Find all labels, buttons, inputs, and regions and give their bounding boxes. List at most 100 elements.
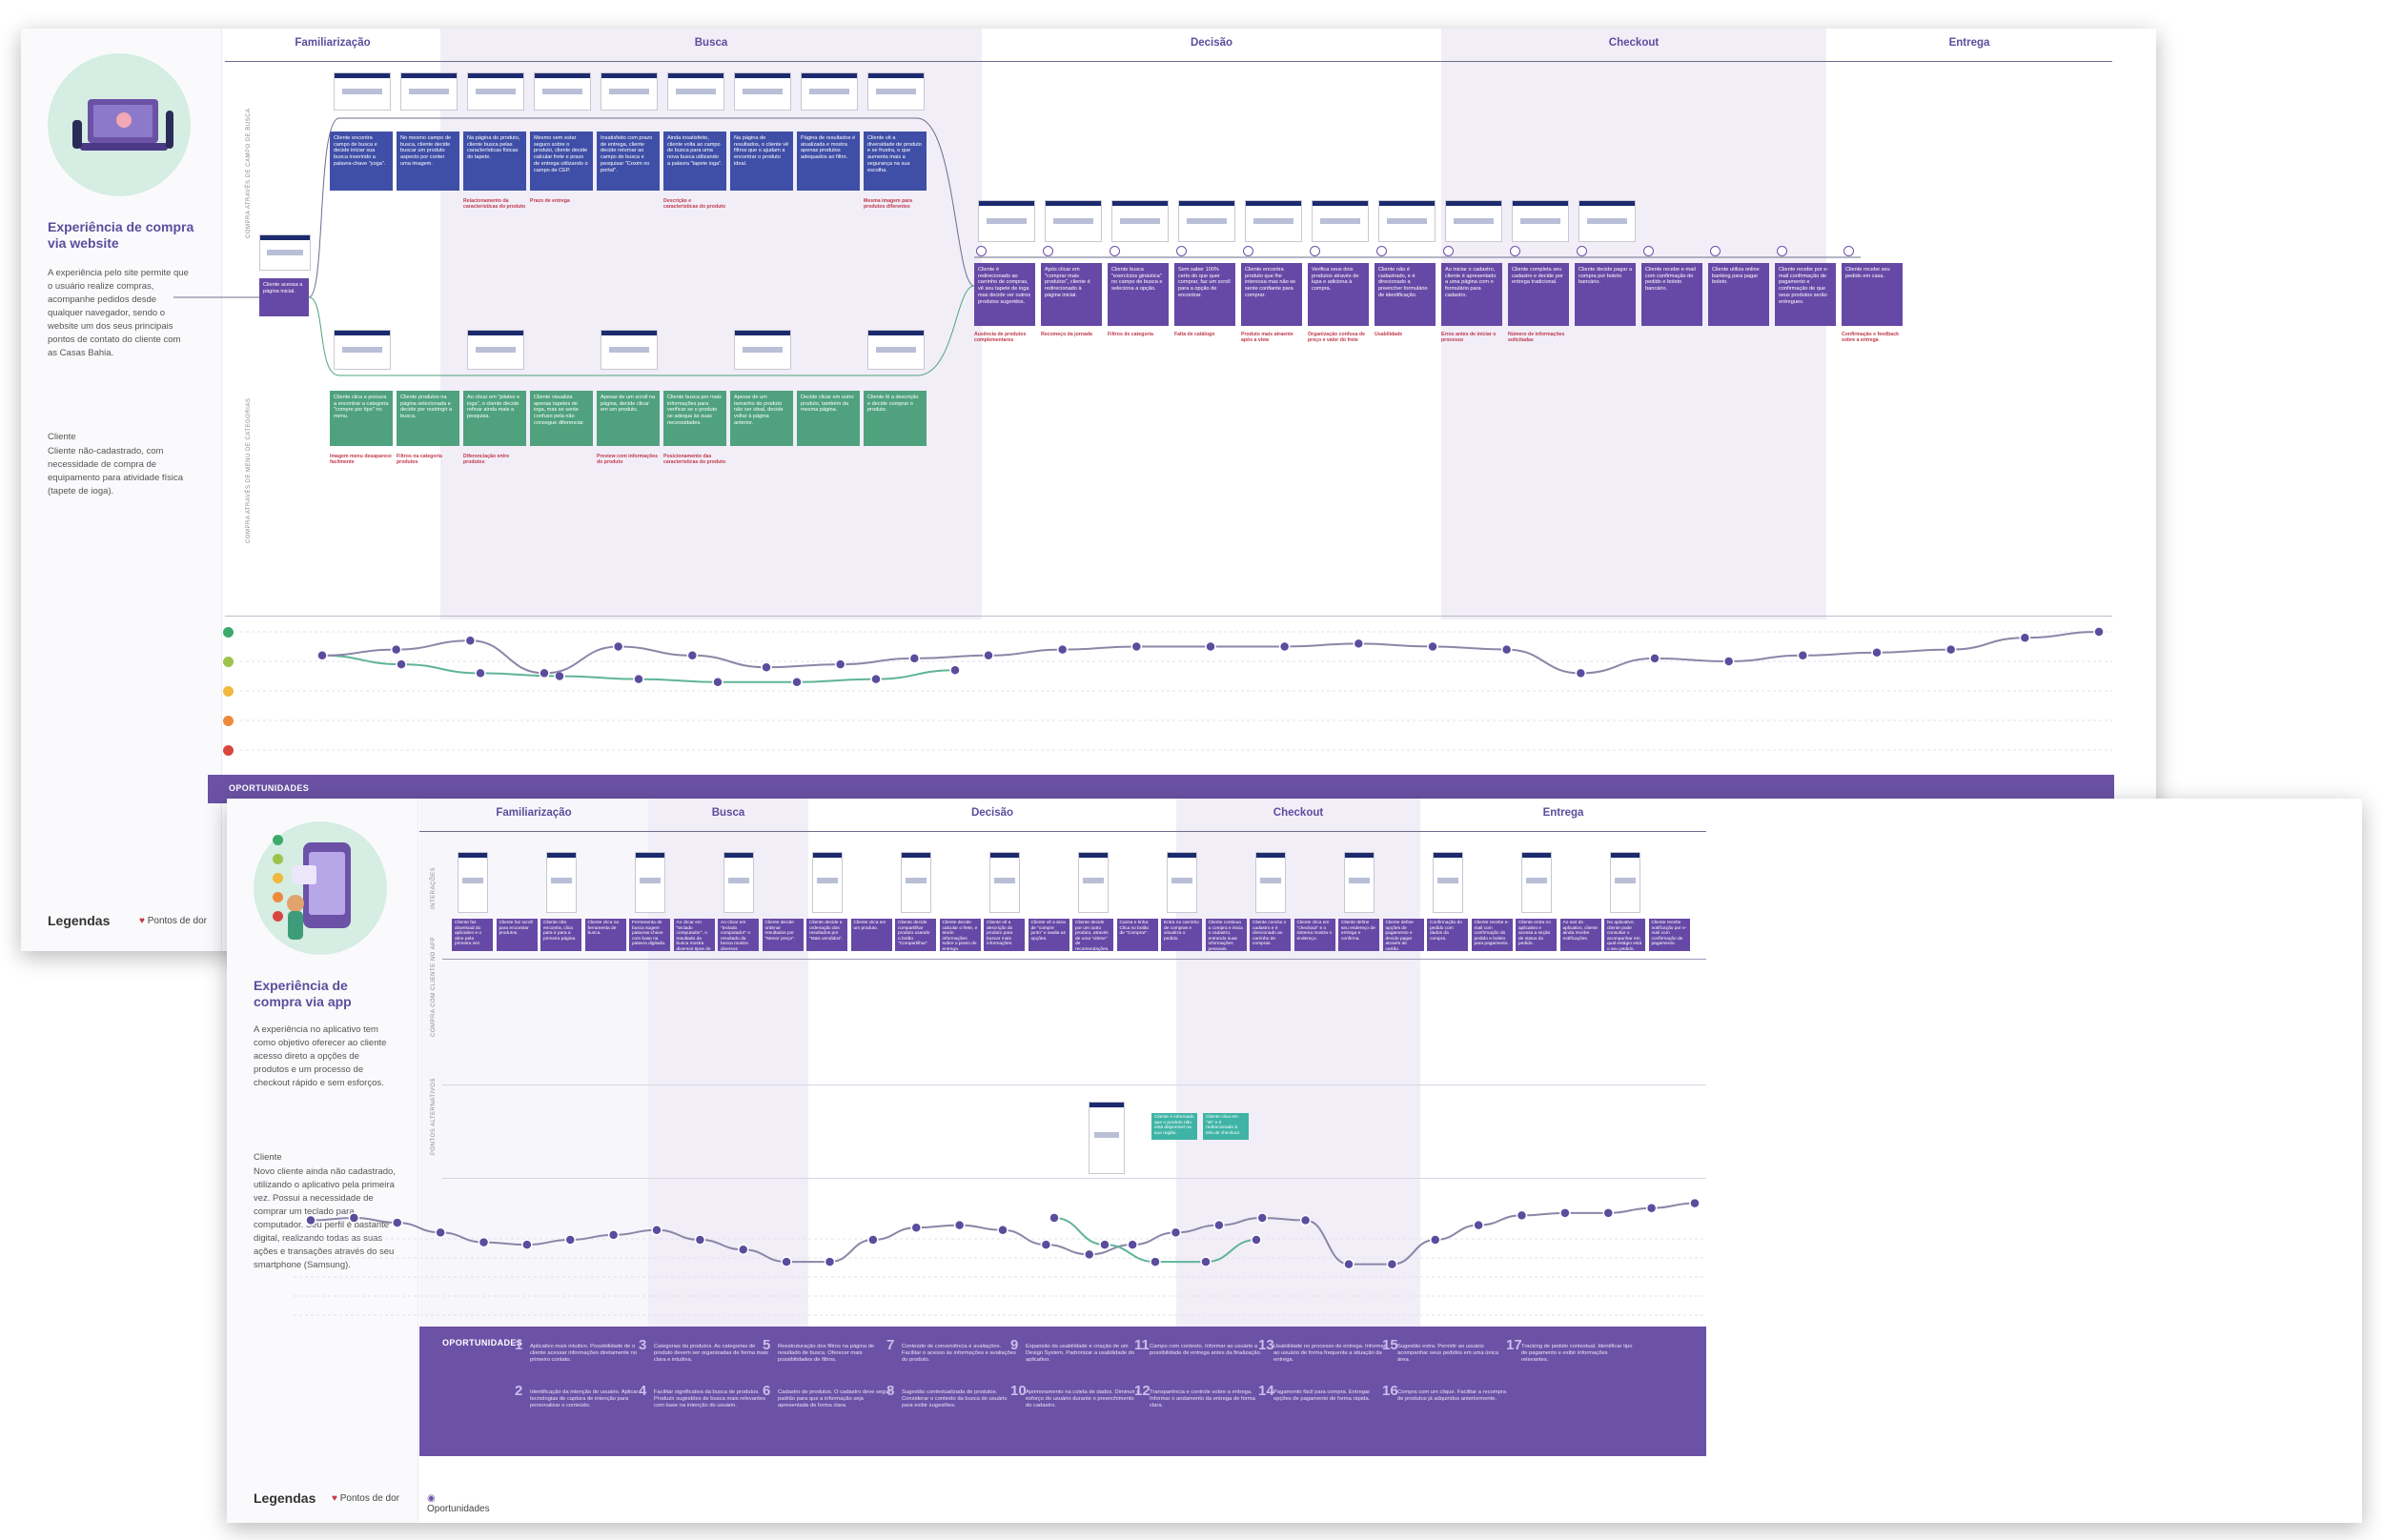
emotion-point [1040,1239,1052,1250]
opportunity-number: 10 [1010,1383,1027,1399]
app-stage-divider [419,831,1706,832]
opportunity-number: 9 [1010,1337,1019,1353]
pain-point-note: Diferenciação entre produtos [463,454,510,466]
emotion-point [478,1236,490,1248]
phone-screen-thumbnail [546,852,577,913]
emotion-point [1049,1212,1060,1224]
screen-thumbnail [601,330,658,370]
emotion-point [464,635,477,647]
emotion-point [1200,1256,1212,1267]
pain-point-note: Produto mais atraente após a view [1241,332,1293,344]
emotion-face-icon [273,892,283,902]
journey-step-card: Cliente não é cadastrado, e é direcionad… [1375,263,1436,326]
emotion-point [305,1214,316,1226]
journey-step-card: Ferramenta de busca sugere palavras-chav… [629,919,670,951]
emotion-point [1127,1239,1138,1250]
emotion-point [867,1234,879,1246]
opportunity-item: 16 Compra com um clique. Facilitar a reco… [1382,1384,1512,1403]
opportunity-text: Identificação da intenção do usuário. Ap… [530,1389,639,1408]
app-stage-entrega: Entrega [1542,807,1584,819]
website-journey-map: Experiência de compra via website A expe… [21,29,2156,951]
journey-step-card: Insatisfeito com prazo de entrega, clien… [597,132,660,191]
opportunity-item: 14 Pagamento fácil para compra. Entregar … [1258,1384,1388,1403]
heart-broken-icon: ♥ [139,916,145,926]
journey-step-card: Cliente lê a descrição e decide comprar … [864,391,927,446]
emotion-point [633,673,644,685]
emotion-point [1343,1258,1354,1270]
screen-thumbnail [1378,200,1436,242]
journey-step-card: Sem saber 100% certo do que quer comprar… [1174,263,1235,326]
phone-screen-thumbnail [1078,852,1109,913]
opportunity-marker-icon [1176,246,1187,256]
opportunity-number: 3 [639,1337,647,1353]
opportunity-text: Expansão da usabilidade e criação de um … [1026,1344,1135,1363]
journey-step-card: Cliente recebe seu pedido em casa. [1842,263,1903,326]
opportunity-item: 17 Tracking de pedido contextual. Identif… [1506,1338,1636,1364]
pain-point-note: Posicionamento das características do pr… [663,454,726,466]
journey-step-card: Após clicar em "comprar mais produtos", … [1041,263,1102,326]
journey-step-card: Cliente decide ordenar resultados por "M… [762,919,804,951]
journey-step-card: Cliente utiliza online banking para paga… [1708,263,1769,326]
screen-thumbnail [334,330,391,370]
emotion-point [1278,640,1291,653]
pain-point-note: Falta de catálogo [1174,332,1215,337]
opportunity-number: 13 [1258,1337,1274,1353]
emotion-point [475,667,486,679]
journey-step-card: Cliente continua a compra e inicia o cad… [1205,919,1247,951]
opportunity-text: Aprimoramento na coleta de dados. Diminu… [1026,1389,1140,1408]
opportunity-item: 9 Expansão da usabilidade e criação de um… [1010,1338,1140,1364]
emotion-point [1251,1234,1262,1246]
emotion-point [1559,1207,1571,1219]
opportunity-number: 11 [1134,1337,1150,1353]
emotion-point [2093,626,2105,638]
phone-screen-thumbnail [635,852,665,913]
stage-divider [225,61,2112,62]
emotion-point [791,676,803,688]
app-legend-pain: ♥ Pontos de dor [332,1493,399,1504]
phone-screen-thumbnail [1089,1102,1125,1174]
emotion-point [1430,1234,1441,1246]
heart-broken-icon: ♥ [332,1493,337,1504]
website-opportunities-title: OPORTUNIDADES [229,783,310,793]
app-stage-busca: Busca [711,807,745,819]
website-legend-pain: ♥ Pontos de dor [139,916,207,926]
emotion-point [949,664,961,677]
opportunity-text: Transparência e controle sobre a entrega… [1150,1389,1255,1408]
emotion-point [564,1234,576,1246]
journey-step-card: Cliente define seu endereço de entrega e… [1338,919,1379,951]
opportunity-number: 6 [763,1383,771,1399]
emotion-point [1516,1209,1528,1222]
emotion-point [1500,643,1513,656]
journey-step-card: Mesmo sem estar seguro sobre o produto, … [530,132,593,191]
journey-step-card: Cliente clica e procura a encontrar a ca… [330,391,393,446]
screen-thumbnail [1512,200,1569,242]
emotion-point [521,1239,533,1250]
emotion-point [651,1225,662,1236]
opportunity-item: 3 Categorias da produtos. As categorias d… [639,1338,768,1364]
phone-screen-thumbnail [1344,852,1375,913]
journey-step-card: Cliente acessa a página inicial. [259,278,309,316]
opportunity-item: 5 Reestruturação dos filtros na página de… [763,1338,892,1364]
app-title: Experiência de compra via app [254,978,352,1009]
pain-point-note: Erros antes de iniciar o processo [1441,332,1497,344]
journey-step-card: Cliente encontra campo de busca e decide… [330,132,393,191]
emotion-face-icon [273,873,283,883]
website-title: Experiência de compra via website [48,219,194,251]
opportunity-number: 12 [1134,1383,1151,1399]
emotion-point [686,650,699,661]
emotion-point [396,659,407,670]
journey-step-card: Cliente encontra produto que lhe interes… [1241,263,1302,326]
screen-thumbnail [1445,200,1502,242]
emotion-face-icon [223,716,234,726]
app-opportunities-bar: OPORTUNIDADES 1 Aplicativo mais intuitivo… [419,1327,1706,1456]
journey-step-card: Cliente completa seu cadastro e decide p… [1508,263,1569,326]
alternative-step-card: Cliente clica em "ok" e é redirecionado … [1203,1113,1249,1140]
emotion-face-icon [273,854,283,864]
app-client-label: Cliente [254,1152,282,1163]
opportunity-text: Campo com contexto. Informar ao usuário … [1150,1344,1262,1356]
emotion-point [1386,1258,1398,1270]
journey-step-card: Cliente clica em "checkout" e o sistema … [1293,919,1335,951]
emotion-point [435,1226,446,1239]
app-lane-rule-3 [442,1178,1706,1179]
journey-step-card: Ao clicar em "pilates e ioga", o cliente… [463,391,526,446]
